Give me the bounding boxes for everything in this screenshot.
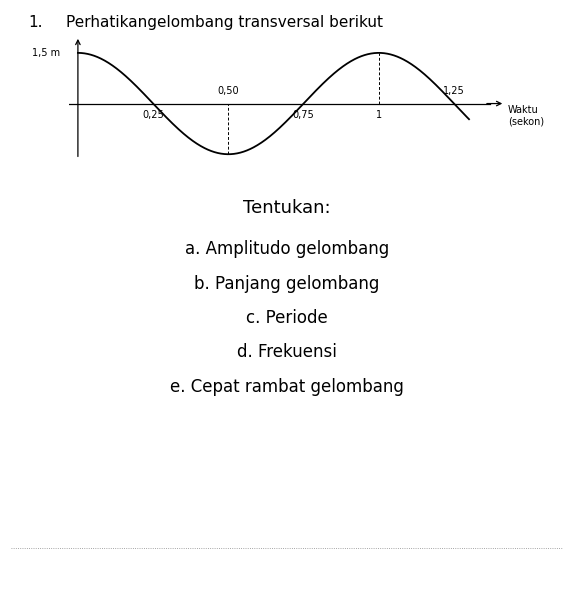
Text: Waktu: Waktu [508, 105, 539, 115]
Text: 1,25: 1,25 [443, 86, 465, 96]
Text: 0,75: 0,75 [293, 110, 315, 120]
Text: 1: 1 [376, 110, 382, 120]
Text: Tentukan:: Tentukan: [243, 199, 331, 216]
Text: Perhatikangelombang transversal berikut: Perhatikangelombang transversal berikut [66, 15, 383, 30]
Text: (sekon): (sekon) [508, 116, 544, 126]
Text: 1.: 1. [29, 15, 43, 30]
Text: 0,25: 0,25 [142, 110, 164, 120]
Text: 1,5 m: 1,5 m [32, 48, 60, 58]
Text: d. Frekuensi: d. Frekuensi [237, 343, 337, 361]
Text: c. Periode: c. Periode [246, 309, 328, 327]
Text: e. Cepat rambat gelombang: e. Cepat rambat gelombang [170, 378, 404, 396]
Text: b. Panjang gelombang: b. Panjang gelombang [195, 275, 379, 292]
Text: 0,50: 0,50 [218, 86, 239, 96]
Text: a. Amplitudo gelombang: a. Amplitudo gelombang [185, 240, 389, 258]
